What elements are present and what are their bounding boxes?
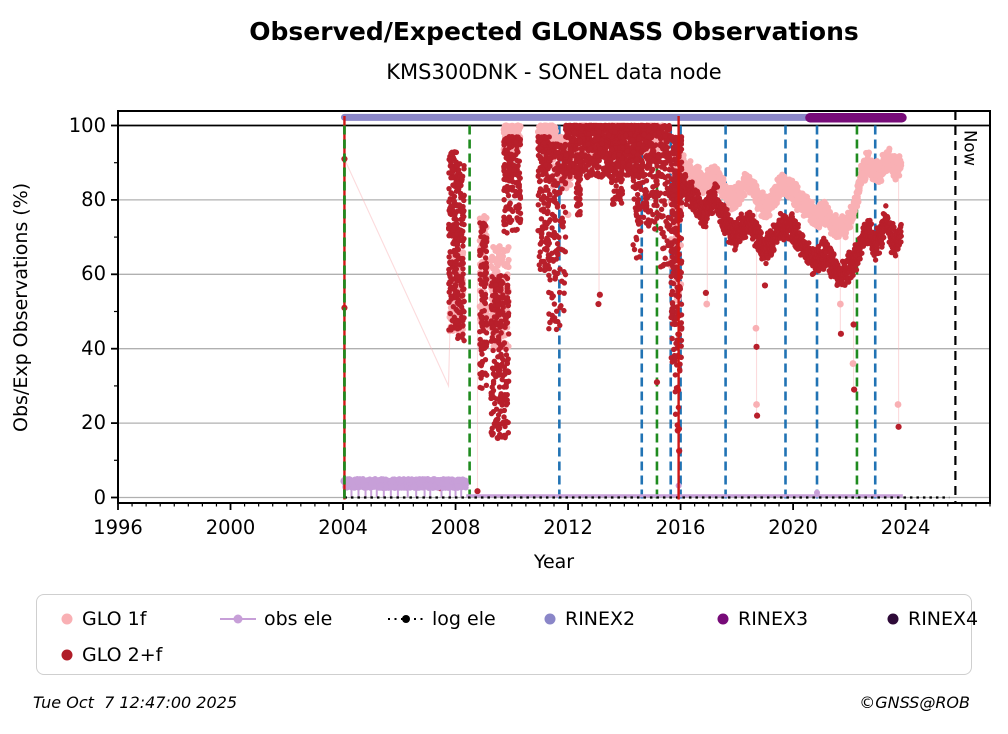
legend-item-label: RINEX4 — [908, 608, 979, 630]
log-ele-marker-icon — [387, 611, 425, 627]
x-tick-label: 2008 — [430, 516, 481, 539]
legend-item-label: GLO 2+f — [82, 644, 163, 666]
plot-canvas — [0, 0, 1008, 585]
glo-1f-marker-icon — [59, 611, 75, 627]
y-tick-label: 40 — [81, 336, 106, 360]
legend-item-log-ele: log ele — [387, 605, 496, 633]
y-tick-label: 60 — [81, 262, 106, 286]
footer-timestamp: Tue Oct 7 12:47:00 2025 — [33, 693, 237, 712]
glo-2-f-marker-icon — [59, 647, 75, 663]
y-tick-label: 20 — [81, 411, 106, 435]
obs-ele-marker-icon — [219, 611, 257, 627]
rinex3-marker-icon — [715, 611, 731, 627]
y-tick-label: 100 — [68, 113, 106, 137]
legend-item-rinex4: RINEX4 — [885, 605, 978, 633]
y-tick-label: 0 — [93, 485, 106, 509]
rinex4-marker-icon — [885, 611, 901, 627]
footer-credit: ©GNSS@ROB — [859, 693, 970, 712]
x-tick-label: 2004 — [318, 516, 368, 539]
legend-item-label: RINEX2 — [565, 608, 636, 630]
x-tick-label: 2000 — [205, 516, 256, 539]
legend-item-rinex2: RINEX2 — [542, 605, 635, 633]
legend-item-rinex3: RINEX3 — [715, 605, 808, 633]
x-tick-label: 2012 — [543, 516, 593, 539]
x-tick-label: 2020 — [768, 516, 818, 539]
legend-item-glo-2-f: GLO 2+f — [59, 641, 162, 669]
legend-item-label: log ele — [432, 608, 496, 630]
legend-item-glo-1f: GLO 1f — [59, 605, 146, 633]
legend-item-label: GLO 1f — [82, 608, 147, 630]
rinex2-marker-icon — [542, 611, 558, 627]
legend-item-obs-ele: obs ele — [219, 605, 332, 633]
y-tick-label: 80 — [81, 187, 106, 211]
legend: GLO 1f GLO 2+f obs ele log ele RINEX2 RINEX3 R… — [36, 594, 978, 675]
x-tick-label: 2024 — [880, 516, 931, 539]
legend-item-label: RINEX3 — [738, 608, 809, 630]
now-label: Now — [960, 130, 980, 166]
x-tick-label: 2016 — [655, 516, 706, 539]
x-tick-label: 1996 — [93, 516, 143, 539]
x-axis-label: Year — [533, 551, 575, 573]
legend-item-label: obs ele — [264, 608, 333, 630]
